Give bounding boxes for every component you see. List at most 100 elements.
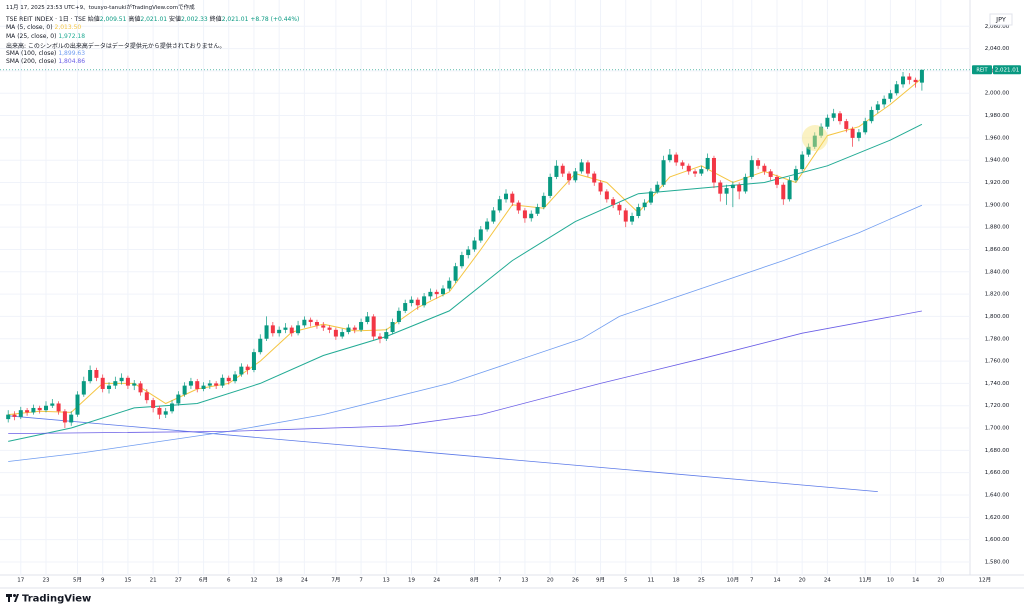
candle-body — [894, 84, 899, 94]
y-tick-label: 2,040.00 — [985, 46, 1010, 52]
candle-body — [636, 207, 641, 216]
candle-body — [485, 221, 490, 230]
x-tick-label: 13 — [521, 578, 528, 584]
low-label: 安値 — [169, 16, 182, 23]
candle-body — [81, 381, 86, 395]
indicator-name: SMA (100, close) — [6, 49, 57, 57]
candle-body — [6, 414, 11, 420]
candle-body — [705, 157, 710, 170]
candle-body — [371, 316, 376, 337]
candle-body — [453, 266, 458, 281]
high: 2,021.01 — [140, 16, 168, 23]
candle-body — [107, 385, 112, 389]
y-tick-label: 1,980.00 — [985, 113, 1010, 119]
close-label: 終値 — [209, 16, 222, 23]
candle-body — [100, 377, 105, 389]
candle-body — [497, 199, 502, 211]
candle-body — [195, 381, 200, 389]
symbol: TSE REIT INDEX · 1日 · TSE — [6, 16, 86, 23]
x-tick-label: 20 — [937, 578, 944, 584]
currency: JPY — [995, 16, 1006, 24]
x-tick-label: 11月 — [859, 577, 872, 584]
candle-body — [125, 377, 130, 386]
candle-body — [157, 407, 162, 415]
candle-body — [75, 394, 80, 415]
candle-body — [163, 411, 168, 415]
candle-body — [674, 154, 679, 163]
x-tick-label: 11 — [647, 578, 654, 584]
candle-body — [296, 325, 301, 334]
candle-body — [264, 325, 269, 339]
x-tick-label: 21 — [150, 578, 157, 584]
legend-row: MA (25, close, 0) 1,972.18 — [6, 33, 85, 40]
candle-body — [340, 332, 345, 337]
candle-body — [535, 207, 540, 214]
candle-body — [686, 165, 691, 172]
y-tick-label: 1,680.00 — [985, 448, 1010, 454]
candle-body — [837, 113, 842, 122]
candle-body — [384, 332, 389, 339]
candle-body — [352, 327, 357, 330]
x-tick-label: 6月 — [199, 577, 208, 584]
x-tick-label: 12 — [250, 578, 257, 584]
legend-row: SMA (100, close) 1,899.63 — [6, 50, 85, 57]
x-tick-label: 18 — [276, 578, 283, 584]
candle-body — [888, 93, 893, 99]
candle-body — [283, 327, 288, 330]
currency-box[interactable] — [989, 13, 1013, 26]
indicator-name: MA (25, close, 0) — [6, 32, 57, 40]
candle-body — [359, 322, 364, 330]
x-tick-label: 27 — [175, 578, 182, 584]
candle-body — [182, 385, 187, 395]
candle-body — [611, 199, 616, 205]
candle-body — [472, 240, 477, 250]
candle-body — [69, 414, 74, 423]
brand-logo: TradingView — [6, 594, 91, 605]
candle-body — [787, 180, 792, 200]
candle-body — [37, 407, 42, 411]
candle-body — [718, 182, 723, 194]
y-tick-label: 1,600.00 — [985, 537, 1010, 543]
x-tick-label: 17 — [17, 578, 24, 584]
y-tick-label: 2,060.00 — [985, 24, 1010, 30]
y-tick-label: 1,880.00 — [985, 225, 1010, 231]
candle-body — [459, 255, 464, 267]
y-tick-label: 1,780.00 — [985, 336, 1010, 342]
candle-body — [144, 392, 149, 401]
legend-row: 出来高: このシンボルの出来高データはデータ提供元から提供されておりません。 — [6, 41, 225, 50]
candle-body — [220, 377, 225, 386]
low: 2,002.33 — [181, 16, 208, 23]
candle-body — [749, 160, 754, 177]
candle-body — [800, 154, 805, 170]
candle-body — [258, 338, 263, 353]
y-tick-label: 1,960.00 — [985, 135, 1010, 141]
candle-body — [422, 296, 427, 306]
high-label: 高値 — [128, 16, 141, 23]
x-tick-label: 26 — [572, 578, 579, 584]
candle-body — [541, 195, 546, 208]
axes: 1,580.00 1,600.00 1,620.00 1,640.00 1,660.00… — [0, 24, 1021, 584]
x-tick-label: 14 — [912, 578, 919, 584]
x-tick-label: 13 — [383, 578, 390, 584]
candle-body — [510, 193, 515, 203]
x-tick-label: 8月 — [470, 577, 479, 584]
close: 2,021.01 — [221, 16, 249, 23]
candle-body — [693, 171, 698, 174]
candle-body — [233, 374, 238, 382]
candle-body — [132, 383, 137, 386]
y-tick-label: 1,580.00 — [985, 559, 1010, 565]
candle-body — [522, 210, 527, 219]
candle-body — [882, 98, 887, 105]
candle-body — [762, 165, 767, 172]
candle-body — [768, 171, 773, 177]
y-tick-label: 2,000.00 — [985, 91, 1010, 97]
x-tick-label: 7 — [498, 578, 502, 584]
candle-body — [314, 322, 319, 326]
indicator-value: 1,972.18 — [58, 32, 86, 40]
legend-row: SMA (200, close) 1,804.86 — [6, 58, 85, 65]
candle-body — [774, 176, 779, 185]
x-tick-label: 9 — [101, 578, 105, 584]
candle-body — [176, 394, 181, 404]
legend-row: MA (5, close, 0) 2,013.50 — [6, 24, 81, 31]
